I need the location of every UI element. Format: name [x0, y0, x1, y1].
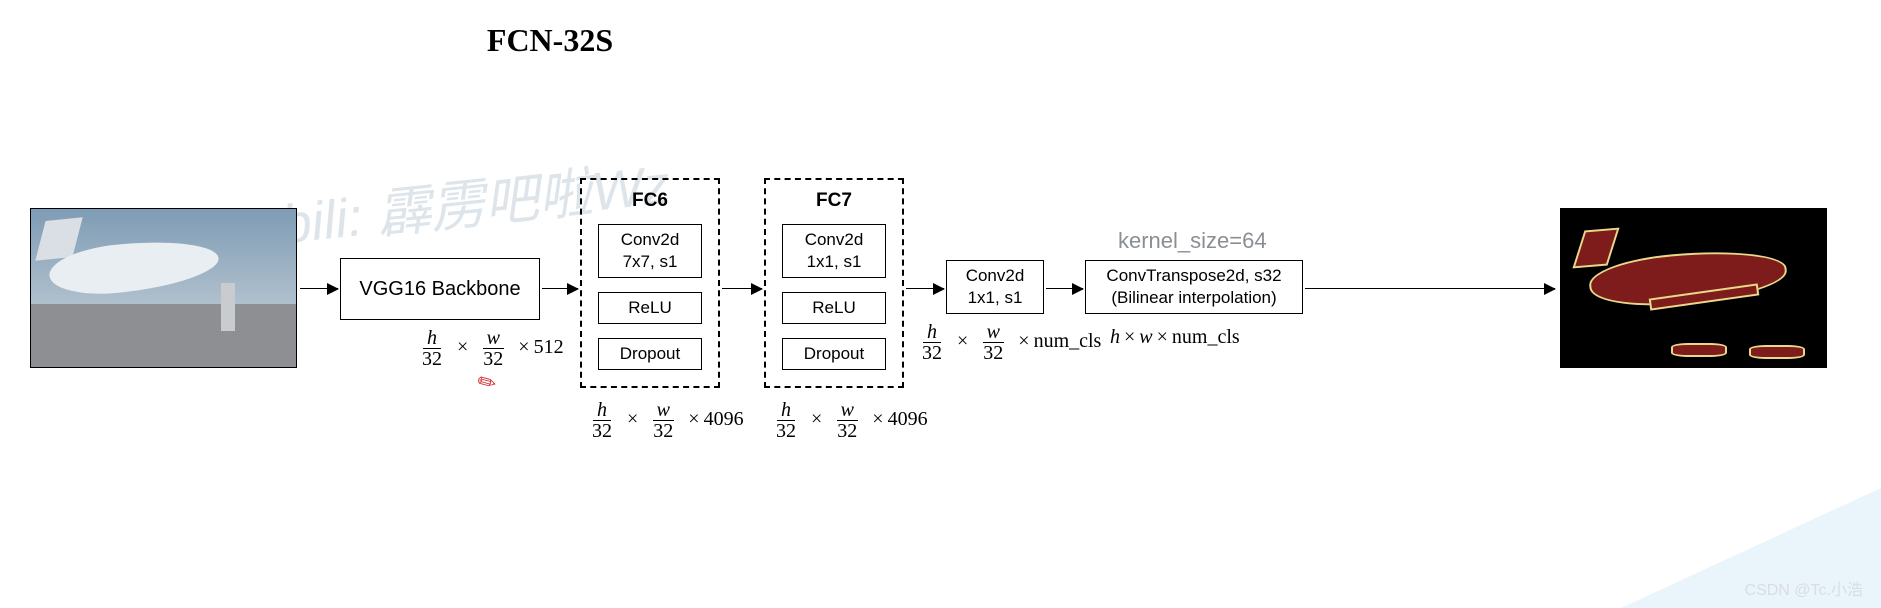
formula-fc7-out: h32 × w32 ×4096	[770, 400, 928, 441]
convtrans-l2: (Bilinear interpolation)	[1111, 287, 1276, 309]
formula-full-out: h×w×num_cls	[1110, 326, 1240, 349]
arrow-5	[1046, 288, 1083, 289]
fc7-group: FC7 Conv2d 1x1, s1 ReLU Dropout	[764, 178, 904, 388]
convtrans-l1: ConvTranspose2d, s32	[1106, 265, 1281, 287]
fc7-dropout-l1: Dropout	[804, 343, 864, 365]
fc7-conv-l1: Conv2d	[805, 229, 864, 251]
convtranspose-box: ConvTranspose2d, s32 (Bilinear interpola…	[1085, 260, 1303, 314]
fc7-conv-l2: 1x1, s1	[807, 251, 862, 273]
fc7-relu-l1: ReLU	[812, 297, 855, 319]
input-image	[30, 208, 297, 368]
attribution-text: CSDN @Tc.小浩	[1745, 576, 1863, 600]
fc6-group: FC6 Conv2d 7x7, s1 ReLU Dropout	[580, 178, 720, 388]
conv1x1-l2: 1x1, s1	[968, 287, 1023, 309]
fc6-conv-l2: 7x7, s1	[623, 251, 678, 273]
fc6-label: FC6	[582, 190, 718, 212]
conv1x1-l1: Conv2d	[966, 265, 1025, 287]
fc7-label: FC7	[766, 190, 902, 212]
arrow-6	[1305, 288, 1555, 289]
fc6-dropout-l1: Dropout	[620, 343, 680, 365]
fc7-dropout-box: Dropout	[782, 338, 886, 370]
arrow-4	[906, 288, 944, 289]
formula-cls-out: h32 × w32 ×num_cls	[916, 322, 1101, 363]
arrow-1	[300, 288, 338, 289]
fc6-relu-box: ReLU	[598, 292, 702, 324]
diagram-title: FCN-32S	[0, 22, 1100, 59]
vgg-label: VGG16 Backbone	[359, 276, 520, 302]
arrow-2	[542, 288, 578, 289]
vgg-backbone-box: VGG16 Backbone	[340, 258, 540, 320]
arrow-3	[722, 288, 762, 289]
fc6-relu-l1: ReLU	[628, 297, 671, 319]
annotation-scribble: ✎	[473, 367, 502, 399]
fc7-relu-box: ReLU	[782, 292, 886, 324]
formula-vgg-out: h32 × w32 ×512	[416, 328, 564, 369]
conv1x1-box: Conv2d 1x1, s1	[946, 260, 1044, 314]
fc6-conv-l1: Conv2d	[621, 229, 680, 251]
kernel-size-note: kernel_size=64	[1118, 228, 1267, 254]
fc6-conv-box: Conv2d 7x7, s1	[598, 224, 702, 278]
formula-fc6-out: h32 × w32 ×4096	[586, 400, 744, 441]
fc6-dropout-box: Dropout	[598, 338, 702, 370]
fc7-conv-box: Conv2d 1x1, s1	[782, 224, 886, 278]
output-segmentation	[1560, 208, 1827, 368]
